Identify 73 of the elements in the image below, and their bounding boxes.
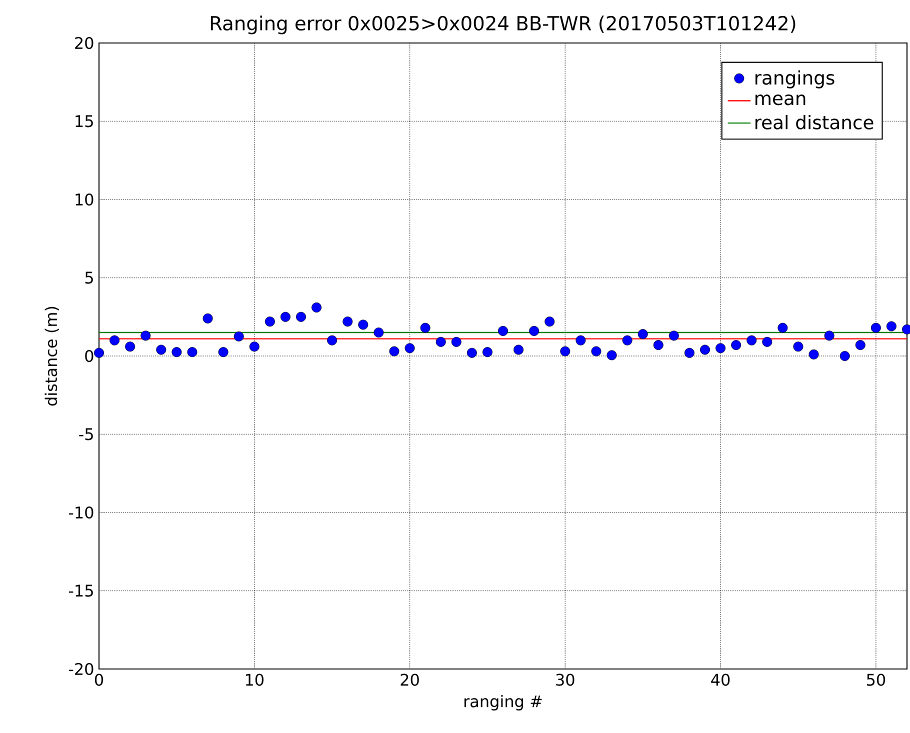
legend-label: rangings [756,70,834,88]
x-tick-label: 30 [556,674,574,686]
x-tick-label: 20 [400,674,419,686]
x-tick-label: 0 [94,674,104,686]
y-axis-title: distance (m) [44,306,60,406]
x-axis-title: ranging # [464,694,542,710]
point [342,316,353,327]
point [312,302,322,312]
point [327,335,338,346]
point [514,344,524,355]
point [125,342,136,352]
point [404,343,415,354]
point [653,340,664,350]
point [886,321,896,332]
point [389,346,400,356]
y-tick-label: 0 [85,350,94,362]
point [264,316,275,327]
point [606,350,617,360]
point [638,329,648,340]
point [778,322,788,333]
point [94,348,104,358]
point [420,322,430,333]
y-tick-label: -15 [68,584,93,597]
point [358,320,368,330]
point [529,326,540,336]
point [187,347,198,358]
point [234,331,244,342]
y-tick-label: 15 [76,115,93,128]
point [762,336,772,347]
point [482,347,492,358]
chart-title: Ranging error 0x0025>0x0024 BB-TWR (20170503T101242) [210,16,796,34]
point [746,335,757,346]
y-tick-label: -20 [68,662,94,676]
point [560,346,570,356]
point [668,330,679,341]
point [716,343,726,354]
point [576,335,586,346]
x-tick-label: 50 [866,674,886,686]
point [870,322,881,333]
point [172,347,182,358]
point [374,328,384,338]
y-tick-label: 10 [76,193,94,206]
point [840,351,850,362]
point [793,342,804,352]
x-tick-label: 10 [246,674,264,686]
point [731,340,742,350]
y-tick-label: -10 [68,506,94,519]
point [591,346,602,356]
y-tick-label: 20 [75,36,94,50]
point [855,340,866,350]
point [498,326,508,336]
point [140,330,151,341]
y-tick-label: -5 [79,428,93,440]
point [296,312,306,322]
legend-label: real distance [756,114,874,130]
point [824,330,834,341]
point [700,344,710,355]
point [156,344,166,355]
point [808,349,819,360]
x-tick-label: 40 [711,674,730,686]
point [544,316,555,327]
legend-label: mean [756,94,806,106]
point [451,336,462,347]
point [218,347,228,358]
point [684,348,694,358]
point [280,312,290,322]
point [110,335,120,346]
point [202,313,213,324]
y-tick-label: 5 [85,272,93,284]
point [622,335,632,346]
point [466,348,477,358]
point [249,342,260,352]
point [436,336,446,347]
